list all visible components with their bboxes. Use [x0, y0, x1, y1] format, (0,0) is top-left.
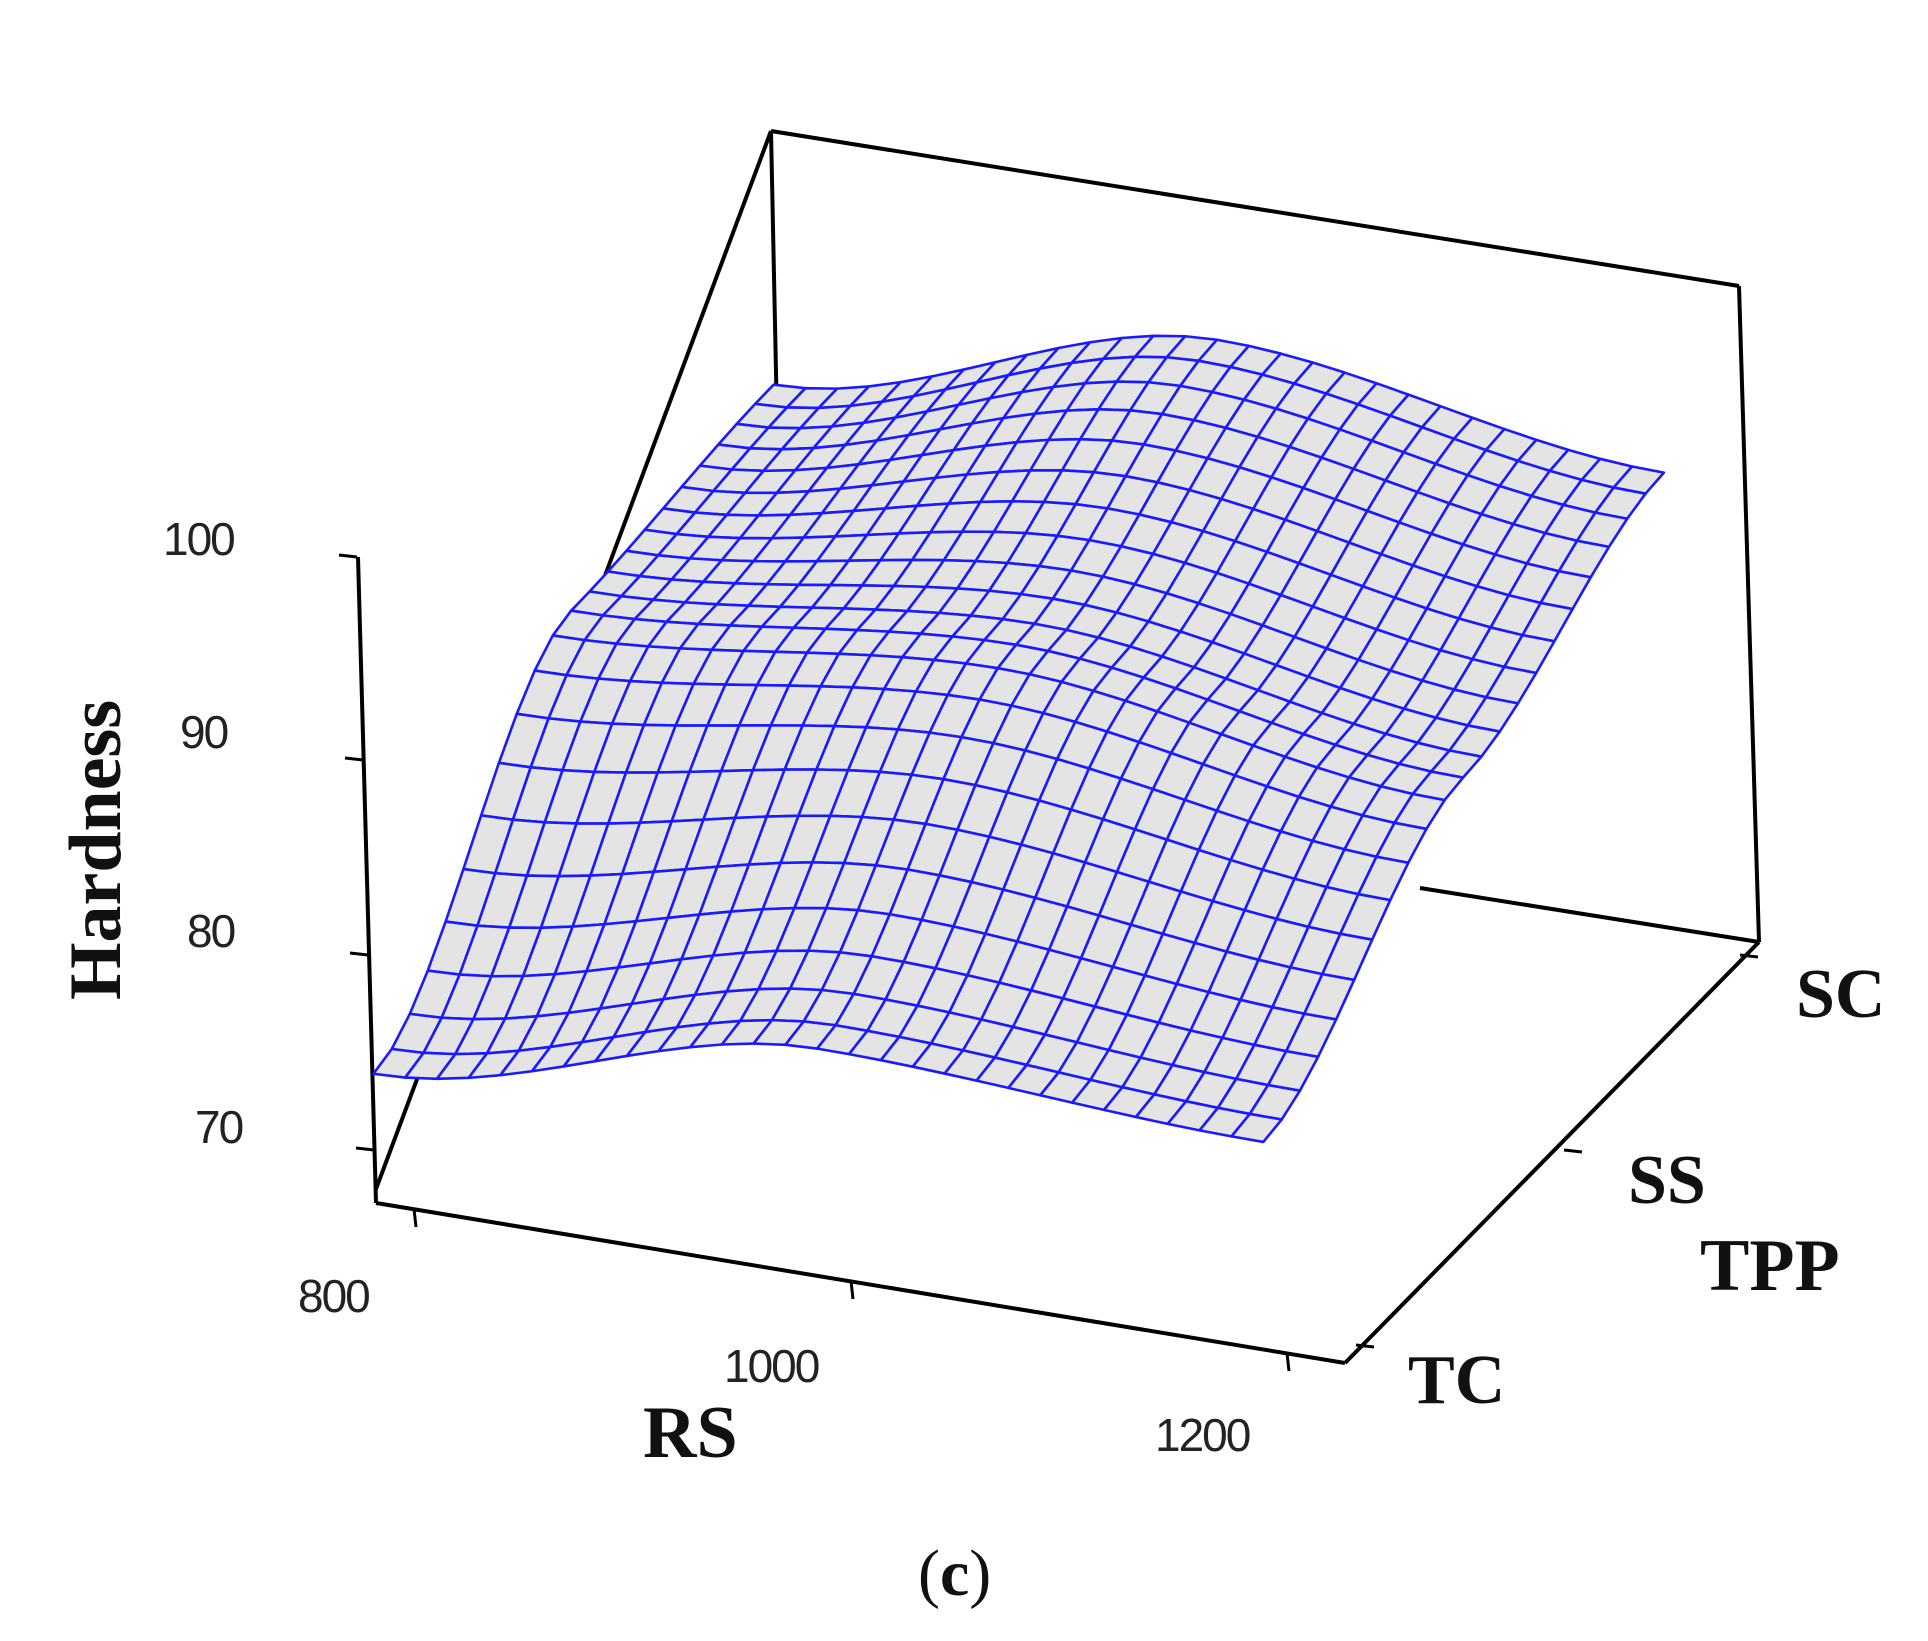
caption-open-paren: (: [918, 1537, 940, 1610]
x-axis-title: RS: [643, 1392, 738, 1474]
y-tick-SS: [1563, 1148, 1583, 1154]
y-cat-label-TC: TC: [1408, 1342, 1505, 1419]
x-axis: [375, 1201, 1346, 1365]
left-vertical-axis: [356, 556, 378, 1204]
y-tick-TC: [1355, 1343, 1375, 1349]
y-tick-SC: [1739, 953, 1759, 959]
x-tick-1200: [1285, 1352, 1291, 1372]
x-tick-label-800: 800: [298, 1270, 369, 1322]
x-tick-label-1000: 1000: [724, 1340, 819, 1392]
z-axis-ticks: 70 80 90 100: [163, 513, 375, 1153]
z-tick-label-80: 80: [187, 905, 235, 957]
back-floor-edge: [1419, 886, 1760, 944]
y-cat-label-SS: SS: [1628, 1142, 1706, 1219]
axes-box: [356, 129, 1761, 1365]
caption-close-paren: ): [969, 1537, 991, 1610]
z-tick-70: [355, 1146, 375, 1152]
caption-letter: c: [940, 1537, 969, 1610]
z-tick-label-100: 100: [163, 513, 234, 565]
z-tick-90: [344, 756, 364, 762]
z-tick-100: [338, 553, 358, 559]
back-top-edge: [770, 129, 1740, 288]
y-axis-ticks: TC SS SC: [1355, 953, 1885, 1419]
x-tick-label-1200: 1200: [1155, 1409, 1250, 1461]
x-tick-800: [412, 1208, 418, 1228]
x-axis-ticks: 800 1000 1200: [298, 1208, 1291, 1461]
response-surface: [372, 334, 1666, 1144]
y-axis: [1343, 940, 1761, 1365]
y-axis-title: TPP: [1700, 1225, 1840, 1307]
figure-caption: (c): [918, 1537, 991, 1610]
z-tick-label-70: 70: [195, 1101, 243, 1153]
surface-patch: [1230, 1112, 1283, 1144]
z-tick-label-90: 90: [180, 706, 228, 758]
right-vertical-edge: [1737, 285, 1761, 943]
z-tick-80: [349, 951, 369, 957]
x-tick-1000: [849, 1280, 855, 1300]
y-cat-label-SC: SC: [1796, 956, 1885, 1033]
z-axis-title: Hardness: [55, 700, 137, 1000]
